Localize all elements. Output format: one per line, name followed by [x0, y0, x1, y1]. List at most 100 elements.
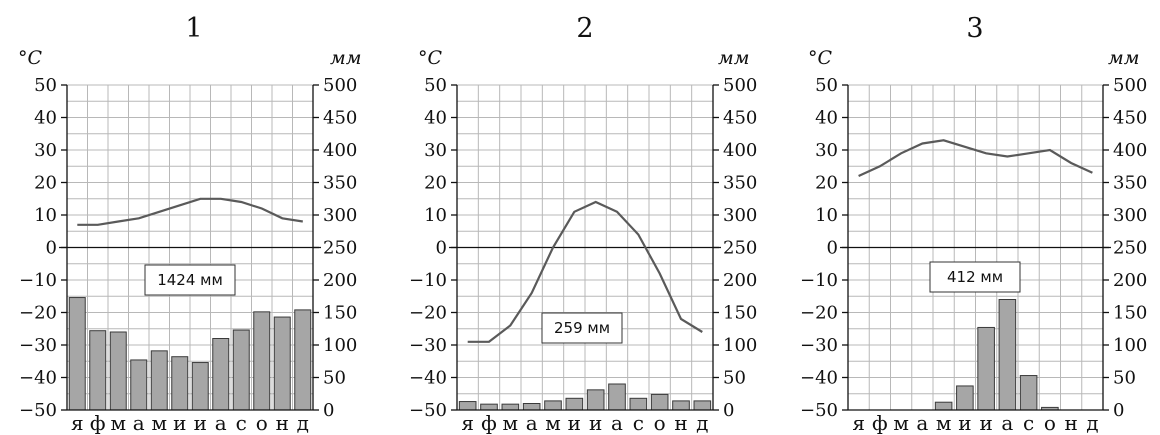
month-label: м [151, 411, 167, 435]
month-label: д [297, 411, 309, 435]
month-label: н [1064, 411, 1077, 435]
precipitation-bar [565, 397, 584, 411]
temperature-tick-label: 40 [424, 108, 447, 129]
temperature-tick-label: 10 [34, 205, 57, 226]
month-label: а [916, 411, 928, 435]
precipitation-bar [544, 400, 562, 411]
temperature-tick-label: −30 [409, 335, 447, 356]
precipitation-tick-label: 450 [723, 108, 757, 129]
month-label: и [194, 411, 207, 435]
temperature-tick-label: −50 [409, 400, 447, 421]
temperature-tick-label: −40 [800, 368, 838, 389]
month-label: а [215, 411, 227, 435]
temperature-line [858, 139, 1093, 178]
temperature-tick-label: 40 [34, 108, 57, 129]
annual-precipitation-box [541, 312, 623, 344]
precipitation-bar [212, 338, 230, 411]
precipitation-bar [977, 326, 995, 411]
precipitation-bar [608, 383, 626, 411]
chart-title: 2 [576, 13, 593, 44]
precipitation-tick-label: 500 [1113, 75, 1147, 96]
temperature-tick-label: −10 [409, 270, 447, 291]
temperature-tick-label: 30 [815, 140, 838, 161]
month-label: и [979, 411, 992, 435]
temperature-tick-label: 0 [827, 238, 838, 259]
precipitation-bar [629, 397, 648, 411]
temperature-tick-label: 30 [424, 140, 447, 161]
precipitation-tick-label: 50 [1113, 368, 1136, 389]
temperature-tick-label: −40 [19, 368, 57, 389]
month-label: ф [90, 411, 106, 435]
precipitation-tick-label: 300 [1113, 205, 1147, 226]
temperature-tick-label: 50 [34, 75, 57, 96]
precipitation-tick-label: 350 [723, 173, 757, 194]
precipitation-tick-label: 150 [323, 303, 357, 324]
temperature-tick-label: −20 [19, 303, 57, 324]
month-label: с [236, 411, 247, 435]
precipitation-bar [501, 403, 520, 411]
precipitation-tick-label: 100 [323, 335, 357, 356]
month-label: о [654, 411, 666, 435]
precipitation-bar [458, 401, 477, 411]
month-label: м [503, 411, 519, 435]
month-label: м [545, 411, 561, 435]
precipitation-bar [150, 350, 168, 411]
precipitation-tick-label: 150 [723, 303, 757, 324]
precipitation-tick-label: 50 [723, 368, 746, 389]
precipitation-tick-label: 350 [1113, 173, 1147, 194]
precipitation-bar [68, 297, 86, 411]
precipitation-tick-label: 0 [1113, 400, 1124, 421]
precipitation-tick-label: 250 [1113, 238, 1147, 259]
month-label: н [276, 411, 289, 435]
annual-precipitation-label: 412 мм [947, 268, 1003, 286]
precipitation-bar [89, 330, 107, 411]
month-label: а [526, 411, 538, 435]
precipitation-tick-label: 450 [1113, 108, 1147, 129]
temperature-tick-label: 50 [424, 75, 447, 96]
month-label: м [936, 411, 952, 435]
month-label: я [71, 411, 84, 435]
temperature-tick-label: 0 [46, 238, 57, 259]
temperature-tick-label: −50 [800, 400, 838, 421]
precipitation-tick-label: 350 [323, 173, 357, 194]
precipitation-bar [934, 401, 953, 411]
month-label: я [461, 411, 474, 435]
precipitation-bar [956, 385, 974, 411]
precipitation-bar [650, 393, 669, 411]
precipitation-tick-label: 400 [323, 140, 357, 161]
precipitation-bar [480, 403, 498, 411]
temperature-tick-label: −40 [409, 368, 447, 389]
precipitation-tick-label: 400 [723, 140, 757, 161]
temperature-tick-label: −10 [800, 270, 838, 291]
month-label: д [696, 411, 708, 435]
temperature-tick-label: 20 [424, 173, 447, 194]
temperature-tick-label: −10 [19, 270, 57, 291]
annual-precipitation-box [929, 261, 1021, 293]
precipitation-tick-label: 300 [323, 205, 357, 226]
precipitation-bar [998, 299, 1017, 411]
month-label: м [893, 411, 909, 435]
month-label: о [256, 411, 268, 435]
precipitation-bar [586, 389, 605, 411]
precipitation-tick-label: 300 [723, 205, 757, 226]
month-label: я [852, 411, 865, 435]
annual-precipitation-label: 1424 мм [157, 271, 223, 289]
precipitation-tick-label: 250 [323, 238, 357, 259]
precipitation-tick-label: 200 [1113, 270, 1147, 291]
month-label: ф [481, 411, 497, 435]
precipitation-bar [1019, 375, 1038, 411]
precipitation-tick-label: 450 [323, 108, 357, 129]
month-label: с [1023, 411, 1034, 435]
precipitation-tick-label: 200 [323, 270, 357, 291]
precipitation-bar [294, 309, 312, 411]
climate-chart-2: 2°C мм50403020100−10−20−30−40−50500450400… [409, 13, 757, 435]
precipitation-bar [232, 329, 250, 411]
temperature-tick-label: 40 [815, 108, 838, 129]
month-label: а [1001, 411, 1013, 435]
precipitation-tick-label: 0 [723, 400, 734, 421]
month-label: и [958, 411, 971, 435]
chart-title: 3 [966, 13, 983, 44]
precipitation-bar [273, 316, 291, 411]
month-label: и [568, 411, 581, 435]
precipitation-tick-label: 500 [723, 75, 757, 96]
